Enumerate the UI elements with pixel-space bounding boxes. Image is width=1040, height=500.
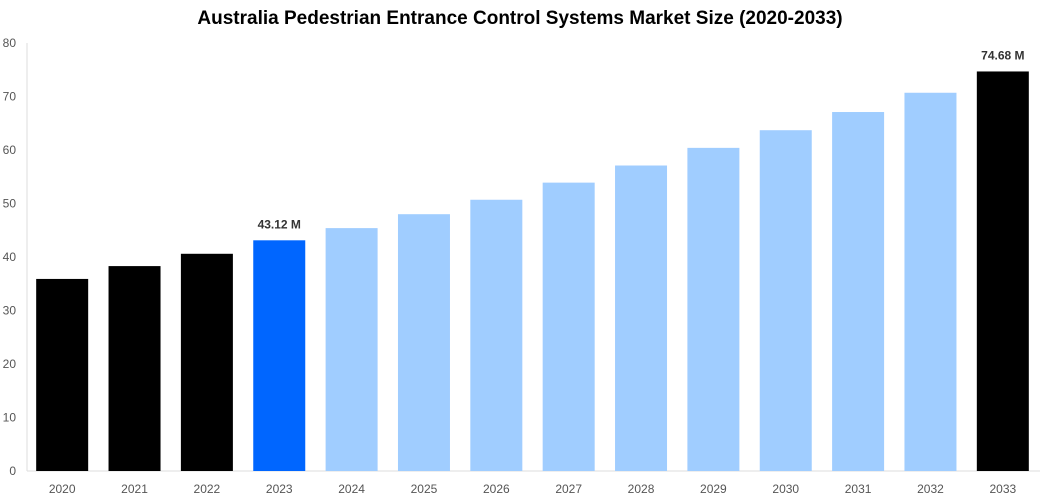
x-tick-label: 2026 — [483, 482, 510, 496]
bar-2031 — [832, 112, 885, 471]
x-tick-label: 2020 — [49, 482, 76, 496]
y-tick-label: 60 — [3, 143, 17, 157]
bar-2026 — [470, 199, 523, 471]
bar-2021 — [108, 266, 161, 471]
x-tick-label: 2022 — [194, 482, 221, 496]
y-tick-label: 80 — [3, 36, 17, 50]
chart-title: Australia Pedestrian Entrance Control Sy… — [197, 8, 843, 29]
bar-2032 — [904, 92, 957, 471]
data-label-2033: 74.68 M — [981, 48, 1024, 62]
bar-2025 — [397, 214, 450, 471]
x-tick-label: 2030 — [772, 482, 799, 496]
data-label-2023: 43.12 M — [258, 217, 301, 231]
y-tick-label: 10 — [3, 411, 17, 425]
bar-2033 — [976, 71, 1029, 471]
x-tick-label: 2027 — [555, 482, 582, 496]
y-tick-label: 50 — [3, 197, 17, 211]
y-tick-label: 30 — [3, 304, 17, 318]
bar-2029 — [687, 147, 740, 472]
y-tick-label: 0 — [9, 464, 16, 478]
x-tick-label: 2032 — [917, 482, 944, 496]
bar-2023 — [253, 240, 306, 471]
bar-2020 — [36, 278, 89, 471]
x-tick-label: 2025 — [411, 482, 438, 496]
x-tick-label: 2029 — [700, 482, 727, 496]
x-tick-label: 2024 — [338, 482, 365, 496]
x-tick-label: 2021 — [121, 482, 148, 496]
bar-2022 — [180, 253, 233, 471]
x-tick-label: 2023 — [266, 482, 293, 496]
bar-2028 — [615, 165, 668, 471]
bar-2024 — [325, 228, 378, 471]
x-tick-label: 2031 — [845, 482, 872, 496]
x-tick-label: 2033 — [989, 482, 1016, 496]
y-tick-label: 20 — [3, 357, 17, 371]
x-tick-label: 2028 — [628, 482, 655, 496]
y-tick-label: 40 — [3, 250, 17, 264]
bar-2030 — [759, 130, 812, 471]
bar-2027 — [542, 182, 595, 471]
y-tick-label: 70 — [3, 90, 17, 104]
